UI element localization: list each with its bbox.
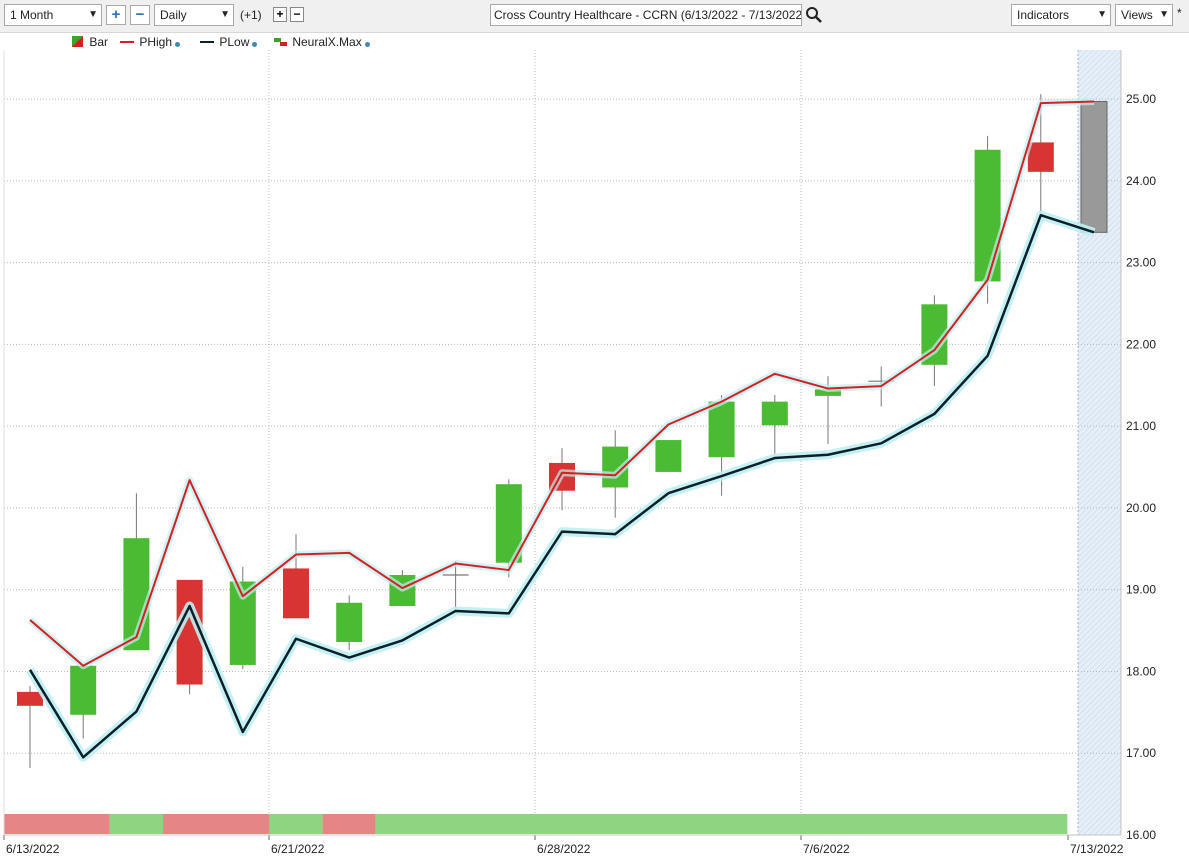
symbol-field[interactable]: Cross Country Healthcare - CCRN (6/13/20… [490,4,802,26]
chevron-down-icon: ▼ [1159,9,1169,20]
chevron-down-icon: ▼ [88,9,98,20]
candle-up[interactable] [761,401,788,426]
chevron-down-icon: ▼ [220,9,230,20]
zoom-in-button[interactable]: + [106,5,126,25]
candle-up[interactable] [815,389,841,396]
phigh-line[interactable] [29,100,1095,667]
interval-value: Daily [160,8,187,22]
plot-area [4,50,1121,835]
legend-label: PLow [219,35,250,49]
offset-label: (+1) [240,8,262,22]
views-label: Views [1121,8,1153,22]
neuralx-icon [274,38,287,46]
y-tick-label: 20.00 [1126,501,1156,515]
signal-segment [322,814,376,834]
y-tick-label: 24.00 [1126,174,1156,188]
offset-minus-button[interactable]: − [290,7,304,22]
signal-segment [163,814,270,834]
legend-label: NeuralX.Max [292,35,362,49]
signal-segment [269,814,323,834]
forecast-bar[interactable] [1080,101,1108,233]
legend-neuralx[interactable]: NeuralX.Max [274,35,370,49]
y-tick-label: 18.00 [1126,664,1156,678]
candle-up[interactable] [655,440,682,472]
signal-segment [375,814,1068,834]
legend-label: Bar [89,35,109,49]
legend-plow[interactable]: PLow [200,35,258,49]
y-tick-label: 21.00 [1126,419,1156,433]
y-tick-label: 23.00 [1126,256,1156,270]
indicators-select[interactable]: Indicators ▼ [1011,4,1111,26]
phigh-line-icon [120,41,134,43]
legend-label: PHigh [139,35,173,49]
zoom-out-button[interactable]: − [130,5,150,25]
settings-dot-icon[interactable] [252,42,258,47]
y-tick-label: 25.00 [1126,92,1156,106]
plow-line-icon [200,41,214,43]
legend-bar[interactable]: Bar [72,35,108,49]
chevron-down-icon: ▼ [1097,9,1107,20]
range-value: 1 Month [10,8,54,22]
x-tick-label: 7/13/2022 [1070,842,1124,856]
toolbar: 1 Month ▼ + − Daily ▼ (+1) + − Cross Cou… [0,0,1189,33]
candle-down[interactable] [17,691,43,706]
signal-segment [109,814,163,834]
indicators-label: Indicators [1017,8,1070,22]
legend-phigh[interactable]: PHigh [120,35,181,49]
search-icon[interactable] [805,6,823,24]
x-tick-label: 6/28/2022 [537,842,591,856]
y-tick-label: 19.00 [1126,583,1156,597]
candle-up[interactable] [708,401,735,458]
signal-segment [4,814,110,834]
candle-up[interactable] [70,665,97,715]
modified-star: * [1177,6,1182,20]
interval-select[interactable]: Daily ▼ [154,4,234,26]
views-select[interactable]: Views ▼ [1115,4,1173,26]
settings-dot-icon[interactable] [175,42,181,47]
y-tick-label: 16.00 [1126,828,1156,842]
candle-down[interactable] [1027,142,1054,172]
y-tick-label: 22.00 [1126,337,1156,351]
plow-line[interactable] [28,213,1095,759]
candle-down[interactable] [283,568,309,619]
candle-up[interactable] [336,602,363,643]
x-tick-label: 6/13/2022 [6,842,60,856]
y-tick-label: 17.00 [1126,746,1156,760]
range-select[interactable]: 1 Month ▼ [4,4,102,26]
bar-icon [72,36,83,47]
x-tick-label: 6/21/2022 [271,842,325,856]
x-tick-label: 7/6/2022 [803,842,850,856]
settings-dot-icon[interactable] [364,42,370,47]
offset-plus-button[interactable]: + [273,7,287,22]
